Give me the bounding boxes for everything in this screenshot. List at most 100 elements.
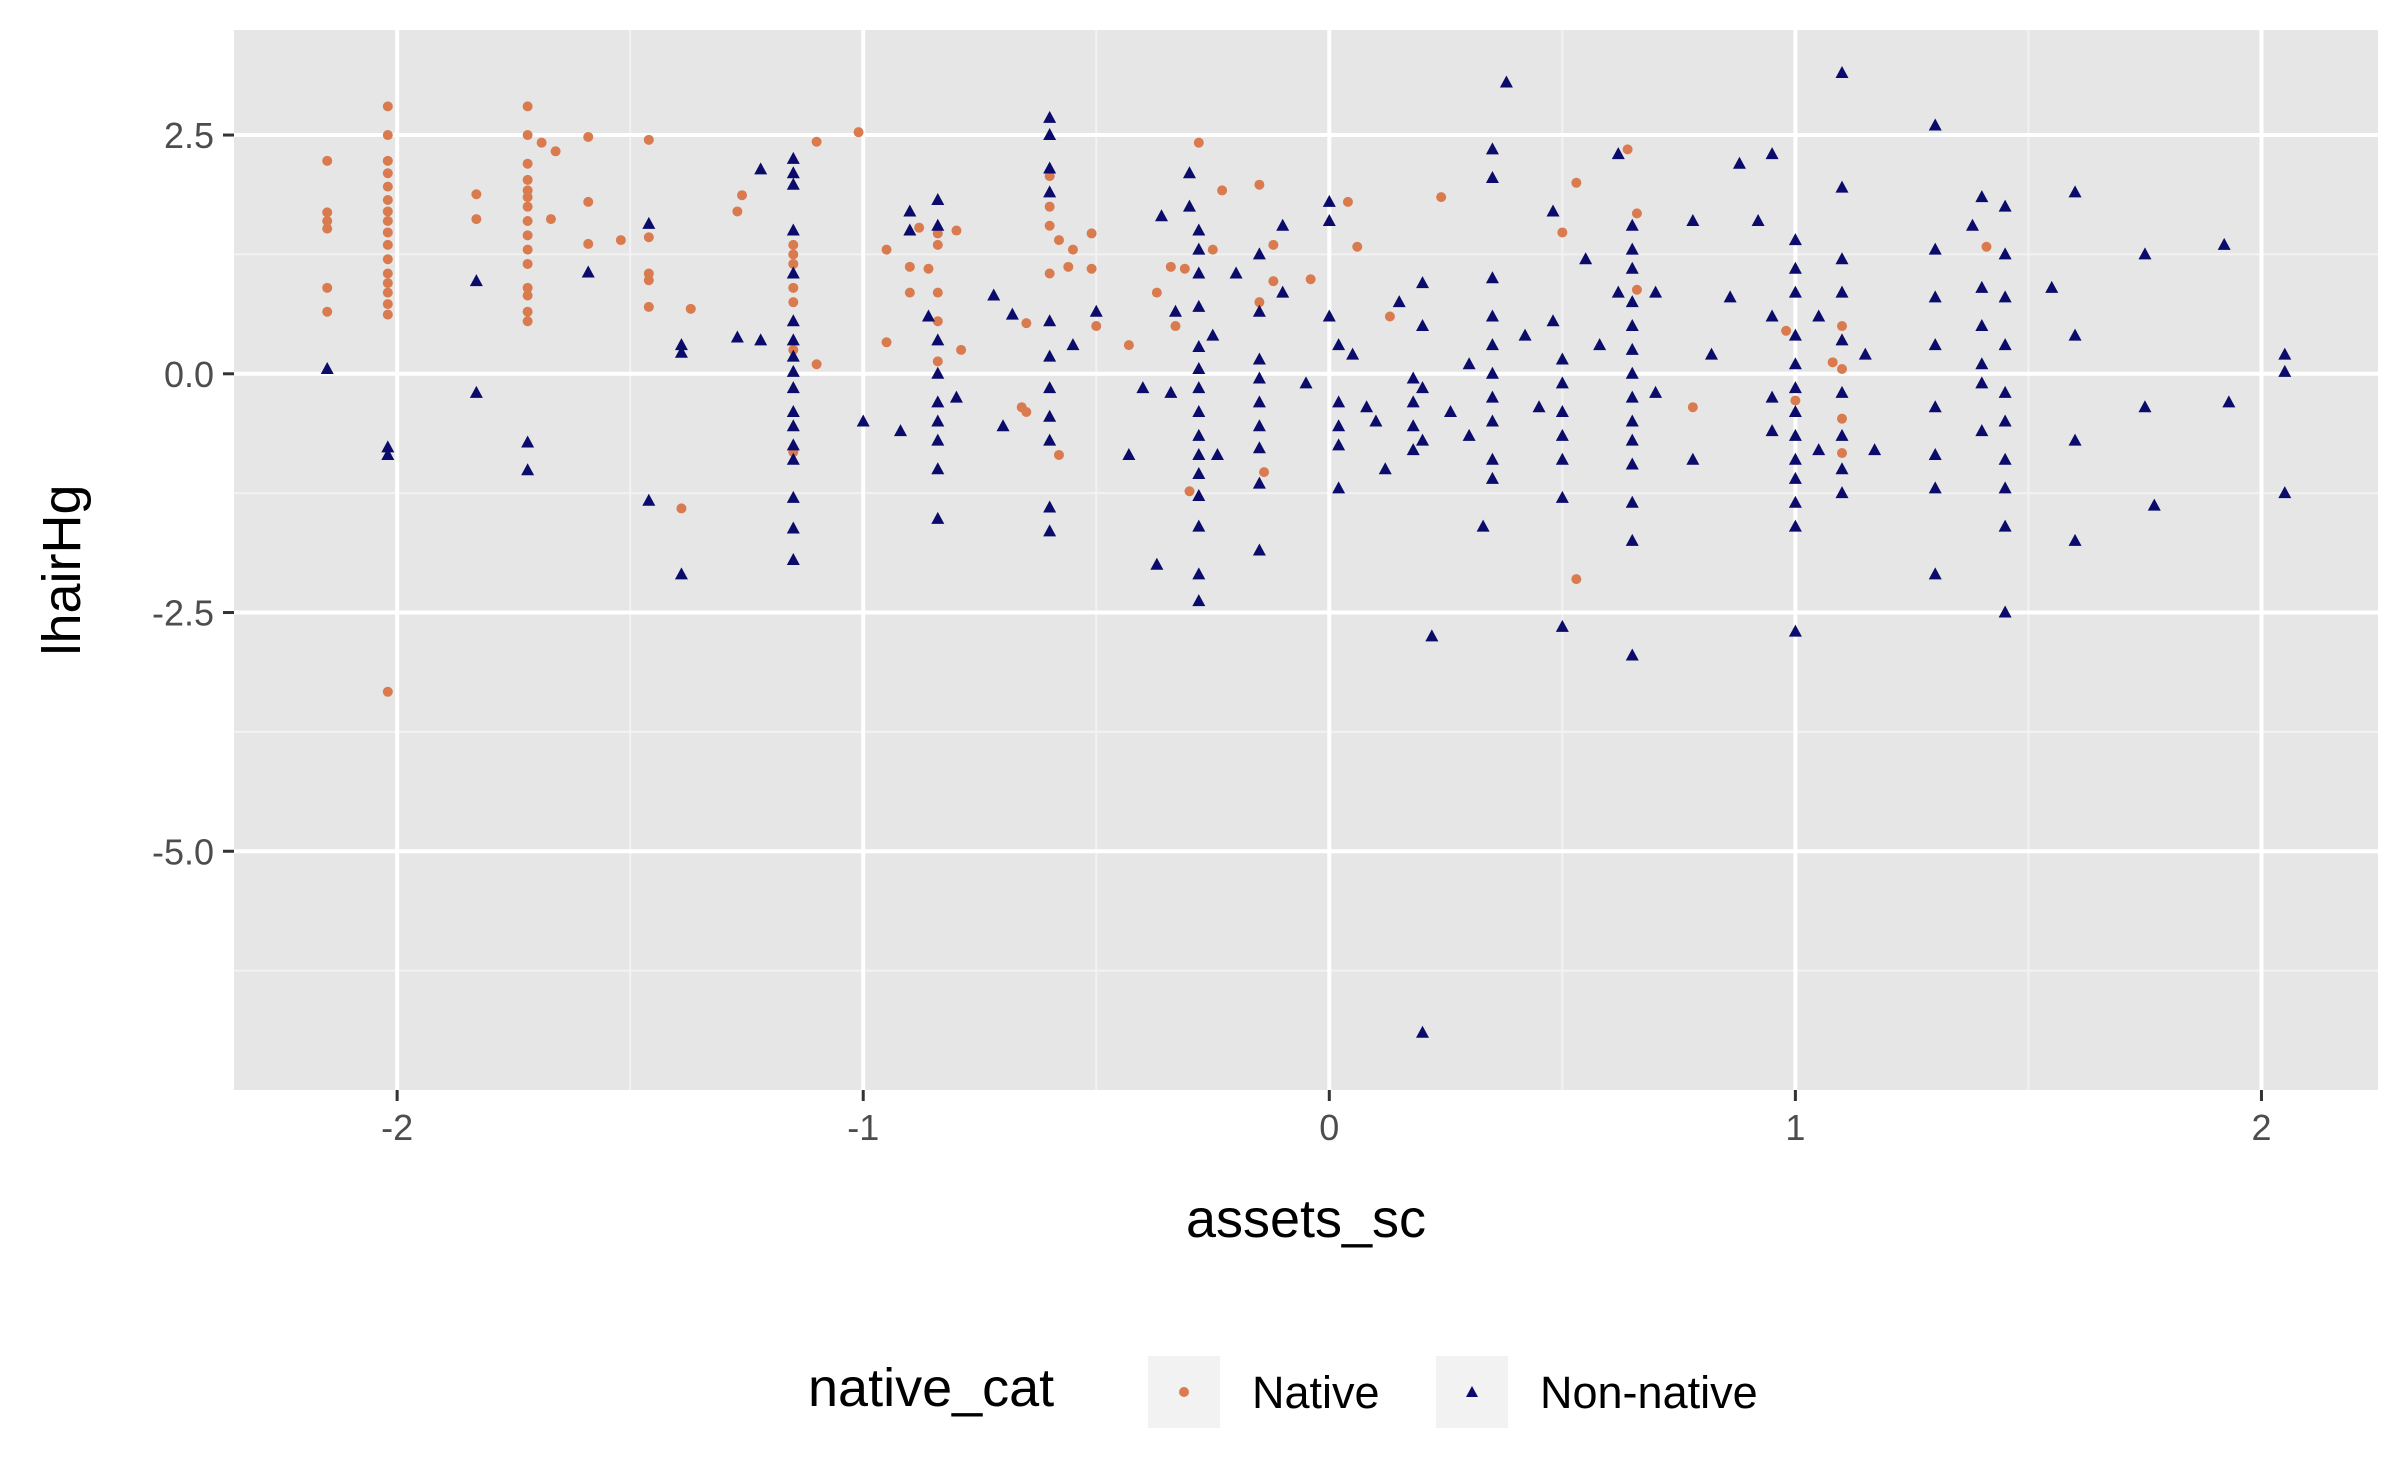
non-native-point: [1192, 362, 1206, 375]
non-native-point: [786, 177, 800, 190]
non-native-point: [1835, 333, 1849, 346]
native-point: [1557, 227, 1568, 238]
non-native-point: [1043, 349, 1057, 362]
non-native-point: [1192, 447, 1206, 460]
native-point: [615, 235, 626, 246]
native-point: [1268, 276, 1279, 287]
native-point: [522, 230, 533, 241]
non-native-point: [786, 452, 800, 465]
non-native-point: [786, 381, 800, 394]
native-point: [811, 359, 822, 370]
non-native-point: [1192, 594, 1206, 607]
non-native-point: [674, 567, 688, 580]
non-native-point: [1868, 443, 1882, 456]
non-native-point: [1322, 213, 1336, 226]
non-native-point: [1164, 385, 1178, 398]
native-point: [1268, 239, 1279, 250]
non-native-point: [1518, 328, 1532, 341]
non-native-point: [1555, 452, 1569, 465]
plot-panel: [234, 30, 2378, 1090]
non-native-point: [730, 330, 744, 343]
non-native-point: [1732, 156, 1746, 169]
non-native-point: [381, 440, 395, 453]
non-native-point: [1252, 441, 1266, 454]
non-native-point: [1485, 366, 1499, 379]
non-native-point: [1835, 385, 1849, 398]
non-native-point: [1462, 357, 1476, 370]
non-native-point: [1625, 457, 1639, 470]
non-native-point: [1546, 204, 1560, 217]
native-point: [932, 316, 943, 327]
minor-gridlines: [234, 30, 2378, 1090]
legend-label-non-native: Non-native: [1540, 1367, 1758, 1418]
native-point: [1790, 395, 1801, 406]
native-point: [382, 299, 393, 310]
non-native-point: [2217, 237, 2231, 250]
non-native-point: [469, 385, 483, 398]
non-native-point: [786, 314, 800, 327]
native-point: [1053, 235, 1064, 246]
native-point: [1622, 144, 1633, 155]
native-point: [382, 194, 393, 205]
y-tick-label: -2.5: [152, 593, 214, 634]
native-point: [1837, 448, 1847, 459]
non-native-point: [786, 490, 800, 503]
non-native-point: [1499, 75, 1513, 88]
non-native-point: [856, 414, 870, 427]
non-native-point: [581, 265, 595, 278]
non-native-point: [1485, 452, 1499, 465]
native-point: [522, 258, 533, 269]
native-point: [1207, 244, 1218, 255]
native-point: [1254, 297, 1265, 308]
non-native-point: [1998, 338, 2012, 351]
non-native-point: [921, 309, 935, 322]
native-point: [1217, 185, 1228, 196]
non-native-point: [931, 218, 945, 231]
non-native-point: [1998, 414, 2012, 427]
non-native-point: [1625, 366, 1639, 379]
native-point: [382, 155, 393, 166]
non-native-point: [1765, 424, 1779, 437]
native-point: [1687, 402, 1698, 413]
native-point: [643, 134, 654, 145]
non-native-point: [1005, 307, 1019, 320]
non-native-point: [903, 223, 917, 236]
non-native-point: [1043, 185, 1057, 198]
native-point: [522, 130, 533, 141]
native-point: [1193, 137, 1204, 148]
non-native-point: [1425, 629, 1439, 642]
native-point: [1044, 268, 1055, 279]
native-point: [788, 249, 799, 260]
x-axis: -2 -1 0 1 2: [381, 1090, 2271, 1148]
native-point: [522, 192, 533, 203]
non-native-point: [786, 333, 800, 346]
non-native-point: [1089, 304, 1103, 317]
non-native-point: [931, 462, 945, 475]
non-native-point: [1686, 452, 1700, 465]
non-native-point: [1332, 438, 1346, 451]
native-point: [1184, 486, 1195, 497]
non-native-point: [1835, 65, 1849, 78]
non-native-point: [1406, 443, 1420, 456]
non-native-point: [786, 223, 800, 236]
native-point: [1063, 261, 1074, 272]
non-native-point: [1043, 524, 1057, 537]
native-point: [1053, 449, 1064, 460]
non-native-point: [987, 288, 1001, 301]
native-point: [322, 215, 333, 226]
non-native-point: [786, 419, 800, 432]
non-native-point: [1998, 519, 2012, 532]
native-point: [522, 290, 533, 301]
native-point: [1305, 274, 1316, 285]
native-point: [522, 306, 533, 317]
non-native-point: [1788, 624, 1802, 637]
non-native-point: [1192, 489, 1206, 502]
non-native-point: [2278, 486, 2292, 499]
native-point: [1021, 406, 1032, 417]
native-point: [788, 258, 799, 269]
native-point: [382, 309, 393, 320]
non-native-point: [786, 553, 800, 565]
non-native-point: [931, 414, 945, 427]
native-point: [583, 238, 594, 249]
native-point: [904, 261, 915, 272]
